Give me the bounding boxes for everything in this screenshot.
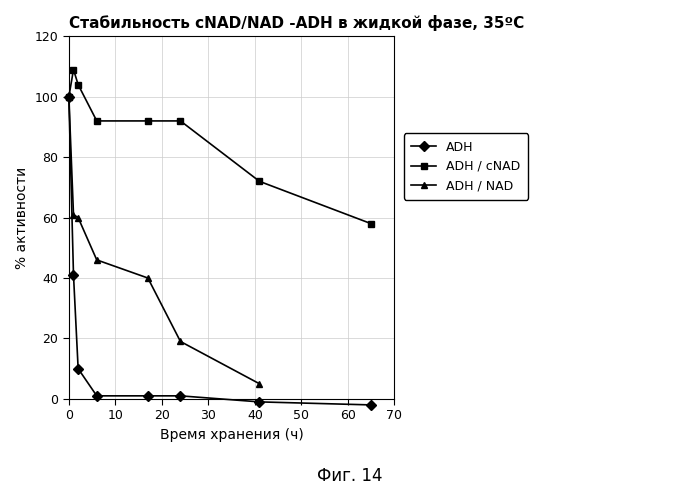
Text: Стабильность cNAD/NAD -ADH в жидкой фазе, 35ºC: Стабильность cNAD/NAD -ADH в жидкой фазе… [69, 15, 524, 31]
Y-axis label: % активности: % активности [15, 167, 29, 269]
Text: Фиг. 14: Фиг. 14 [317, 467, 382, 485]
ADH / cNAD [74, 82, 82, 87]
ADH [69, 272, 78, 278]
Legend: ADH, ADH / cNAD, ADH / NAD: ADH, ADH / cNAD, ADH / NAD [404, 133, 528, 200]
ADH / NAD [176, 339, 185, 345]
ADH / NAD [144, 275, 152, 281]
ADH / NAD [64, 94, 73, 100]
Line: ADH: ADH [66, 93, 375, 408]
Line: ADH / NAD: ADH / NAD [66, 93, 263, 387]
ADH [64, 94, 73, 100]
ADH / cNAD [176, 118, 185, 124]
ADH / cNAD [64, 94, 73, 100]
ADH / NAD [255, 381, 264, 387]
ADH [255, 399, 264, 405]
ADH / cNAD [255, 178, 264, 184]
ADH [367, 402, 375, 408]
Line: ADH / cNAD: ADH / cNAD [66, 66, 375, 227]
ADH [92, 393, 101, 399]
ADH [176, 393, 185, 399]
ADH [74, 366, 82, 372]
ADH [144, 393, 152, 399]
ADH / cNAD [69, 67, 78, 72]
ADH / NAD [69, 212, 78, 218]
ADH / cNAD [92, 118, 101, 124]
ADH / cNAD [367, 221, 375, 226]
ADH / cNAD [144, 118, 152, 124]
X-axis label: Время хранения (ч): Время хранения (ч) [159, 428, 303, 442]
ADH / NAD [92, 257, 101, 263]
ADH / NAD [74, 215, 82, 221]
